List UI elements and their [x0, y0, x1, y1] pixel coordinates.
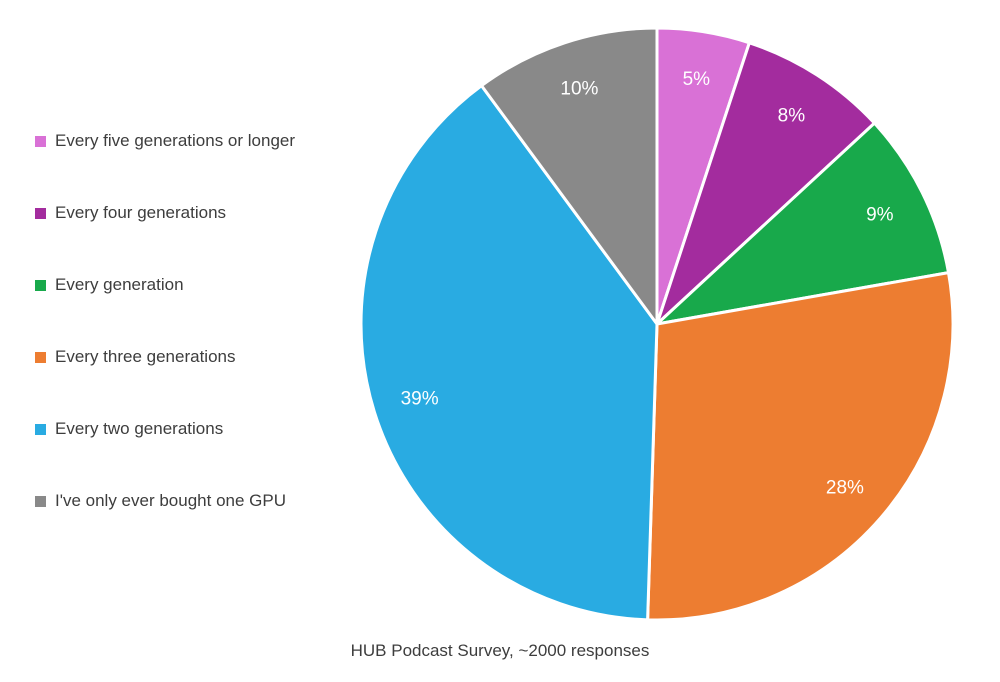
legend-swatch	[35, 495, 46, 507]
legend-swatch	[35, 351, 46, 363]
slice-percentage-label: 28%	[826, 477, 864, 498]
pie-slice	[655, 121, 950, 326]
slice-percentage-label: 5%	[683, 69, 711, 90]
pie-slice	[480, 26, 659, 326]
slice-percentage-label: 9%	[866, 204, 894, 225]
legend-swatch	[35, 135, 46, 147]
legend-label: Every three generations	[55, 347, 236, 366]
legend-label: Every two generations	[55, 419, 224, 438]
legend-item: Every two generations	[35, 419, 295, 439]
legend-item: I've only ever bought one GPU	[35, 491, 295, 511]
legend-item: Every generation	[35, 275, 295, 295]
slice-percentage-label: 39%	[401, 388, 439, 409]
legend-label: Every five generations or longer	[55, 131, 296, 150]
legend-label: Every four generations	[55, 203, 227, 222]
legend-swatch	[35, 279, 46, 291]
legend-swatch	[35, 423, 46, 435]
legend-item: Every five generations or longer	[35, 131, 295, 151]
pie-slice	[646, 271, 955, 622]
legend-item: Every four generations	[35, 203, 295, 223]
pie-slice	[359, 84, 659, 622]
legend-label: I've only ever bought one GPU	[55, 491, 286, 510]
slice-percentage-label: 10%	[560, 78, 598, 99]
pie-chart: 5% 8% 9% 28% 39% 10%	[359, 26, 955, 622]
legend-swatch	[35, 207, 46, 219]
pie-slice	[655, 41, 876, 326]
legend-label: Every generation	[55, 275, 184, 294]
chart-caption: HUB Podcast Survey, ~2000 responses	[350, 641, 650, 660]
legend-item: Every three generations	[35, 347, 295, 367]
slice-percentage-label: 8%	[778, 105, 806, 126]
chart-legend: Every five generations or longer Every fo…	[35, 131, 295, 563]
